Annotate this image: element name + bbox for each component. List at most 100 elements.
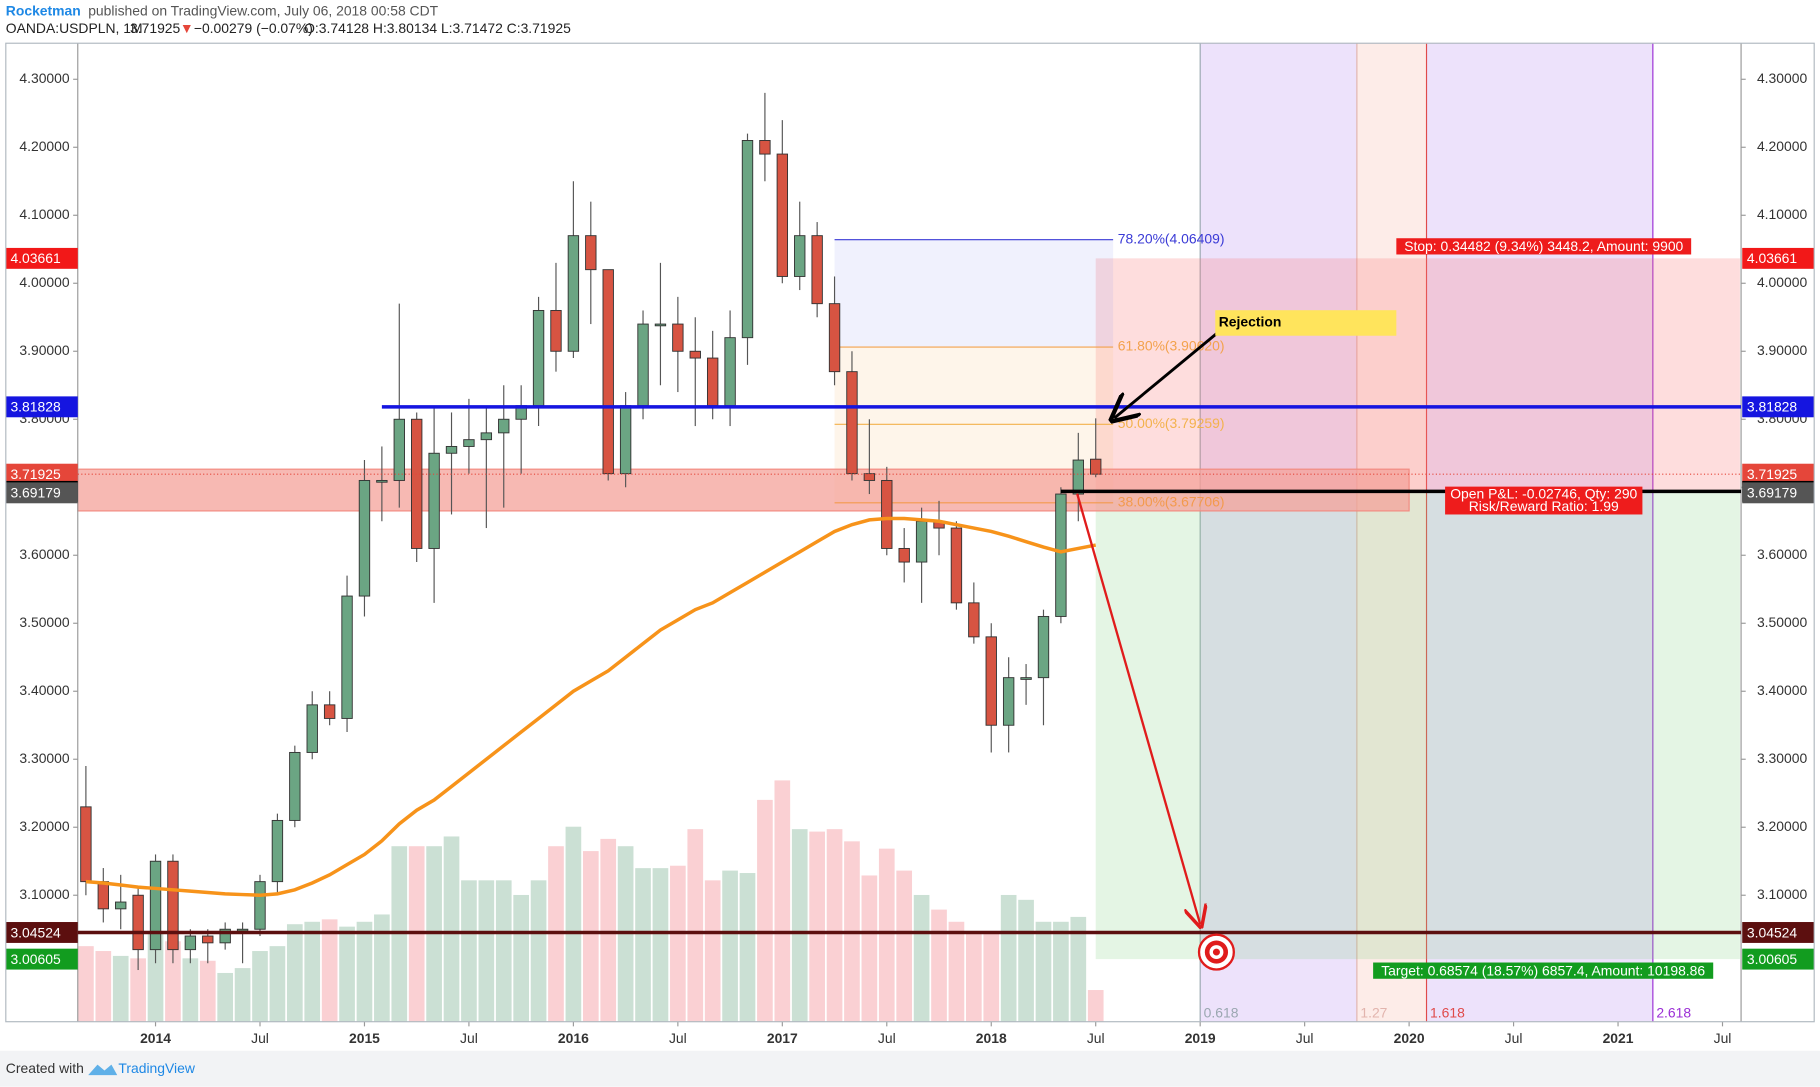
- candle-body: [184, 935, 197, 951]
- volume-bar: [1035, 921, 1052, 1022]
- stop-label-box: [1396, 238, 1692, 255]
- candle-body: [254, 881, 266, 930]
- volume-bar: [565, 826, 582, 1022]
- candle-body: [585, 235, 597, 271]
- fib-time-label: 1.27: [1360, 1004, 1387, 1020]
- price-tag-right: [1742, 247, 1815, 269]
- candle-body: [1055, 493, 1067, 617]
- fib-label: 38.00%(3.67706): [1118, 494, 1225, 510]
- x-tick-label: 2020: [1394, 1030, 1425, 1046]
- footer-created: Created with: [6, 1060, 84, 1076]
- footer-logo: [88, 1064, 118, 1076]
- candle-body: [428, 452, 440, 549]
- volume-bar: [861, 875, 878, 1022]
- candle-body: [341, 595, 353, 719]
- plot-frame: [5, 42, 1815, 1023]
- volume-bar: [931, 909, 947, 1022]
- volume-bar: [1070, 916, 1087, 1022]
- volume-bar: [478, 880, 495, 1022]
- candle-body: [898, 547, 910, 563]
- candle-body: [411, 418, 423, 549]
- candle-body: [811, 235, 823, 305]
- volume-bar: [809, 831, 825, 1022]
- volume-bar: [774, 780, 791, 1022]
- candle-body: [97, 881, 109, 910]
- volume-bar: [652, 868, 669, 1022]
- y-tick-label: 3.20000: [19, 818, 70, 834]
- candle-body: [306, 704, 318, 753]
- ohlc: O:3.74128 H:3.80134 L:3.71472 C:3.71925: [304, 20, 571, 36]
- candle-body: [115, 901, 127, 910]
- volume-bar: [513, 894, 529, 1022]
- volume-bar: [600, 838, 617, 1022]
- volume-bar: [983, 931, 1000, 1022]
- y-tick-label: 4.20000: [19, 138, 70, 154]
- candle-body: [167, 860, 179, 951]
- y-tick-label: 3.60000: [19, 546, 70, 562]
- volume-bar: [687, 829, 704, 1022]
- volume-bar: [635, 868, 651, 1022]
- price-tag-left-label: 3.00605: [10, 951, 61, 967]
- fib-zone: [834, 239, 1114, 348]
- volume-bar: [913, 894, 930, 1022]
- y-tick-label-right: 3.30000: [1757, 750, 1808, 766]
- y-tick-label: 3.50000: [19, 614, 70, 630]
- candle-body: [445, 445, 458, 454]
- x-tick-label: Jul: [1087, 1030, 1105, 1046]
- x-tick-label: 2016: [558, 1030, 589, 1046]
- last-price: 3.71925: [130, 20, 181, 36]
- x-tick-label: Jul: [1714, 1030, 1732, 1046]
- candle-body: [271, 819, 284, 883]
- volume-bar: [1000, 894, 1017, 1022]
- footer-brand: TradingView: [118, 1060, 195, 1076]
- y-tick-label-right: 4.20000: [1757, 138, 1808, 154]
- volume-bar: [112, 955, 129, 1022]
- volume-bar: [670, 865, 686, 1022]
- y-tick-label-right: 4.10000: [1757, 206, 1808, 222]
- rejection-box: [1215, 310, 1397, 336]
- fib-time-label: 2.618: [1656, 1004, 1691, 1020]
- volume-bar: [495, 880, 512, 1022]
- candle-body: [654, 323, 667, 327]
- pnl-box: [1445, 486, 1643, 515]
- author: Rocketman: [6, 3, 81, 19]
- price-tag-left-label: 4.03661: [10, 250, 61, 266]
- volume-bar: [582, 851, 599, 1022]
- volume-bar: [530, 880, 547, 1022]
- x-tick-label: Jul: [251, 1030, 269, 1046]
- price-tag-left-label: 3.81828: [10, 399, 61, 415]
- volume-bar: [374, 914, 390, 1022]
- y-tick-label: 3.40000: [19, 682, 70, 698]
- target-label-box: [1373, 962, 1714, 979]
- price-tag-left: [5, 463, 78, 485]
- price-tag-right-label: 3.71925: [1747, 466, 1798, 482]
- candle-body: [741, 140, 754, 339]
- y-tick-label-right: 3.60000: [1757, 546, 1808, 562]
- candle-body: [968, 602, 980, 638]
- target-icon: [1212, 948, 1220, 956]
- y-tick-label: 3.10000: [19, 886, 70, 902]
- candle-body: [463, 439, 475, 447]
- price-tag-left-label: 3.69179: [10, 485, 61, 501]
- volume-bar: [1087, 990, 1104, 1022]
- fib-time-zone: [1356, 43, 1427, 1022]
- candle-body: [567, 235, 580, 352]
- y-tick-label: 3.30000: [19, 750, 70, 766]
- change-arrow: ▼: [180, 20, 194, 36]
- volume-bar: [443, 836, 460, 1022]
- x-tick-label: 2019: [1185, 1030, 1216, 1046]
- x-tick-label: Jul: [460, 1030, 478, 1046]
- volume-bar: [722, 870, 738, 1022]
- candle-body: [776, 153, 789, 277]
- volume-bar: [461, 880, 477, 1022]
- price-tag-left: [5, 948, 78, 970]
- x-tick-label: Jul: [1505, 1030, 1523, 1046]
- footer-bar: [0, 1050, 1820, 1087]
- fib-label: 78.20%(4.06409): [1118, 230, 1225, 246]
- price-tag-left-label: 3.04524: [10, 924, 61, 940]
- fib-time-zone: [1200, 43, 1357, 1022]
- candle-body: [498, 418, 510, 434]
- candle-body: [619, 405, 632, 475]
- candle-body: [706, 357, 719, 407]
